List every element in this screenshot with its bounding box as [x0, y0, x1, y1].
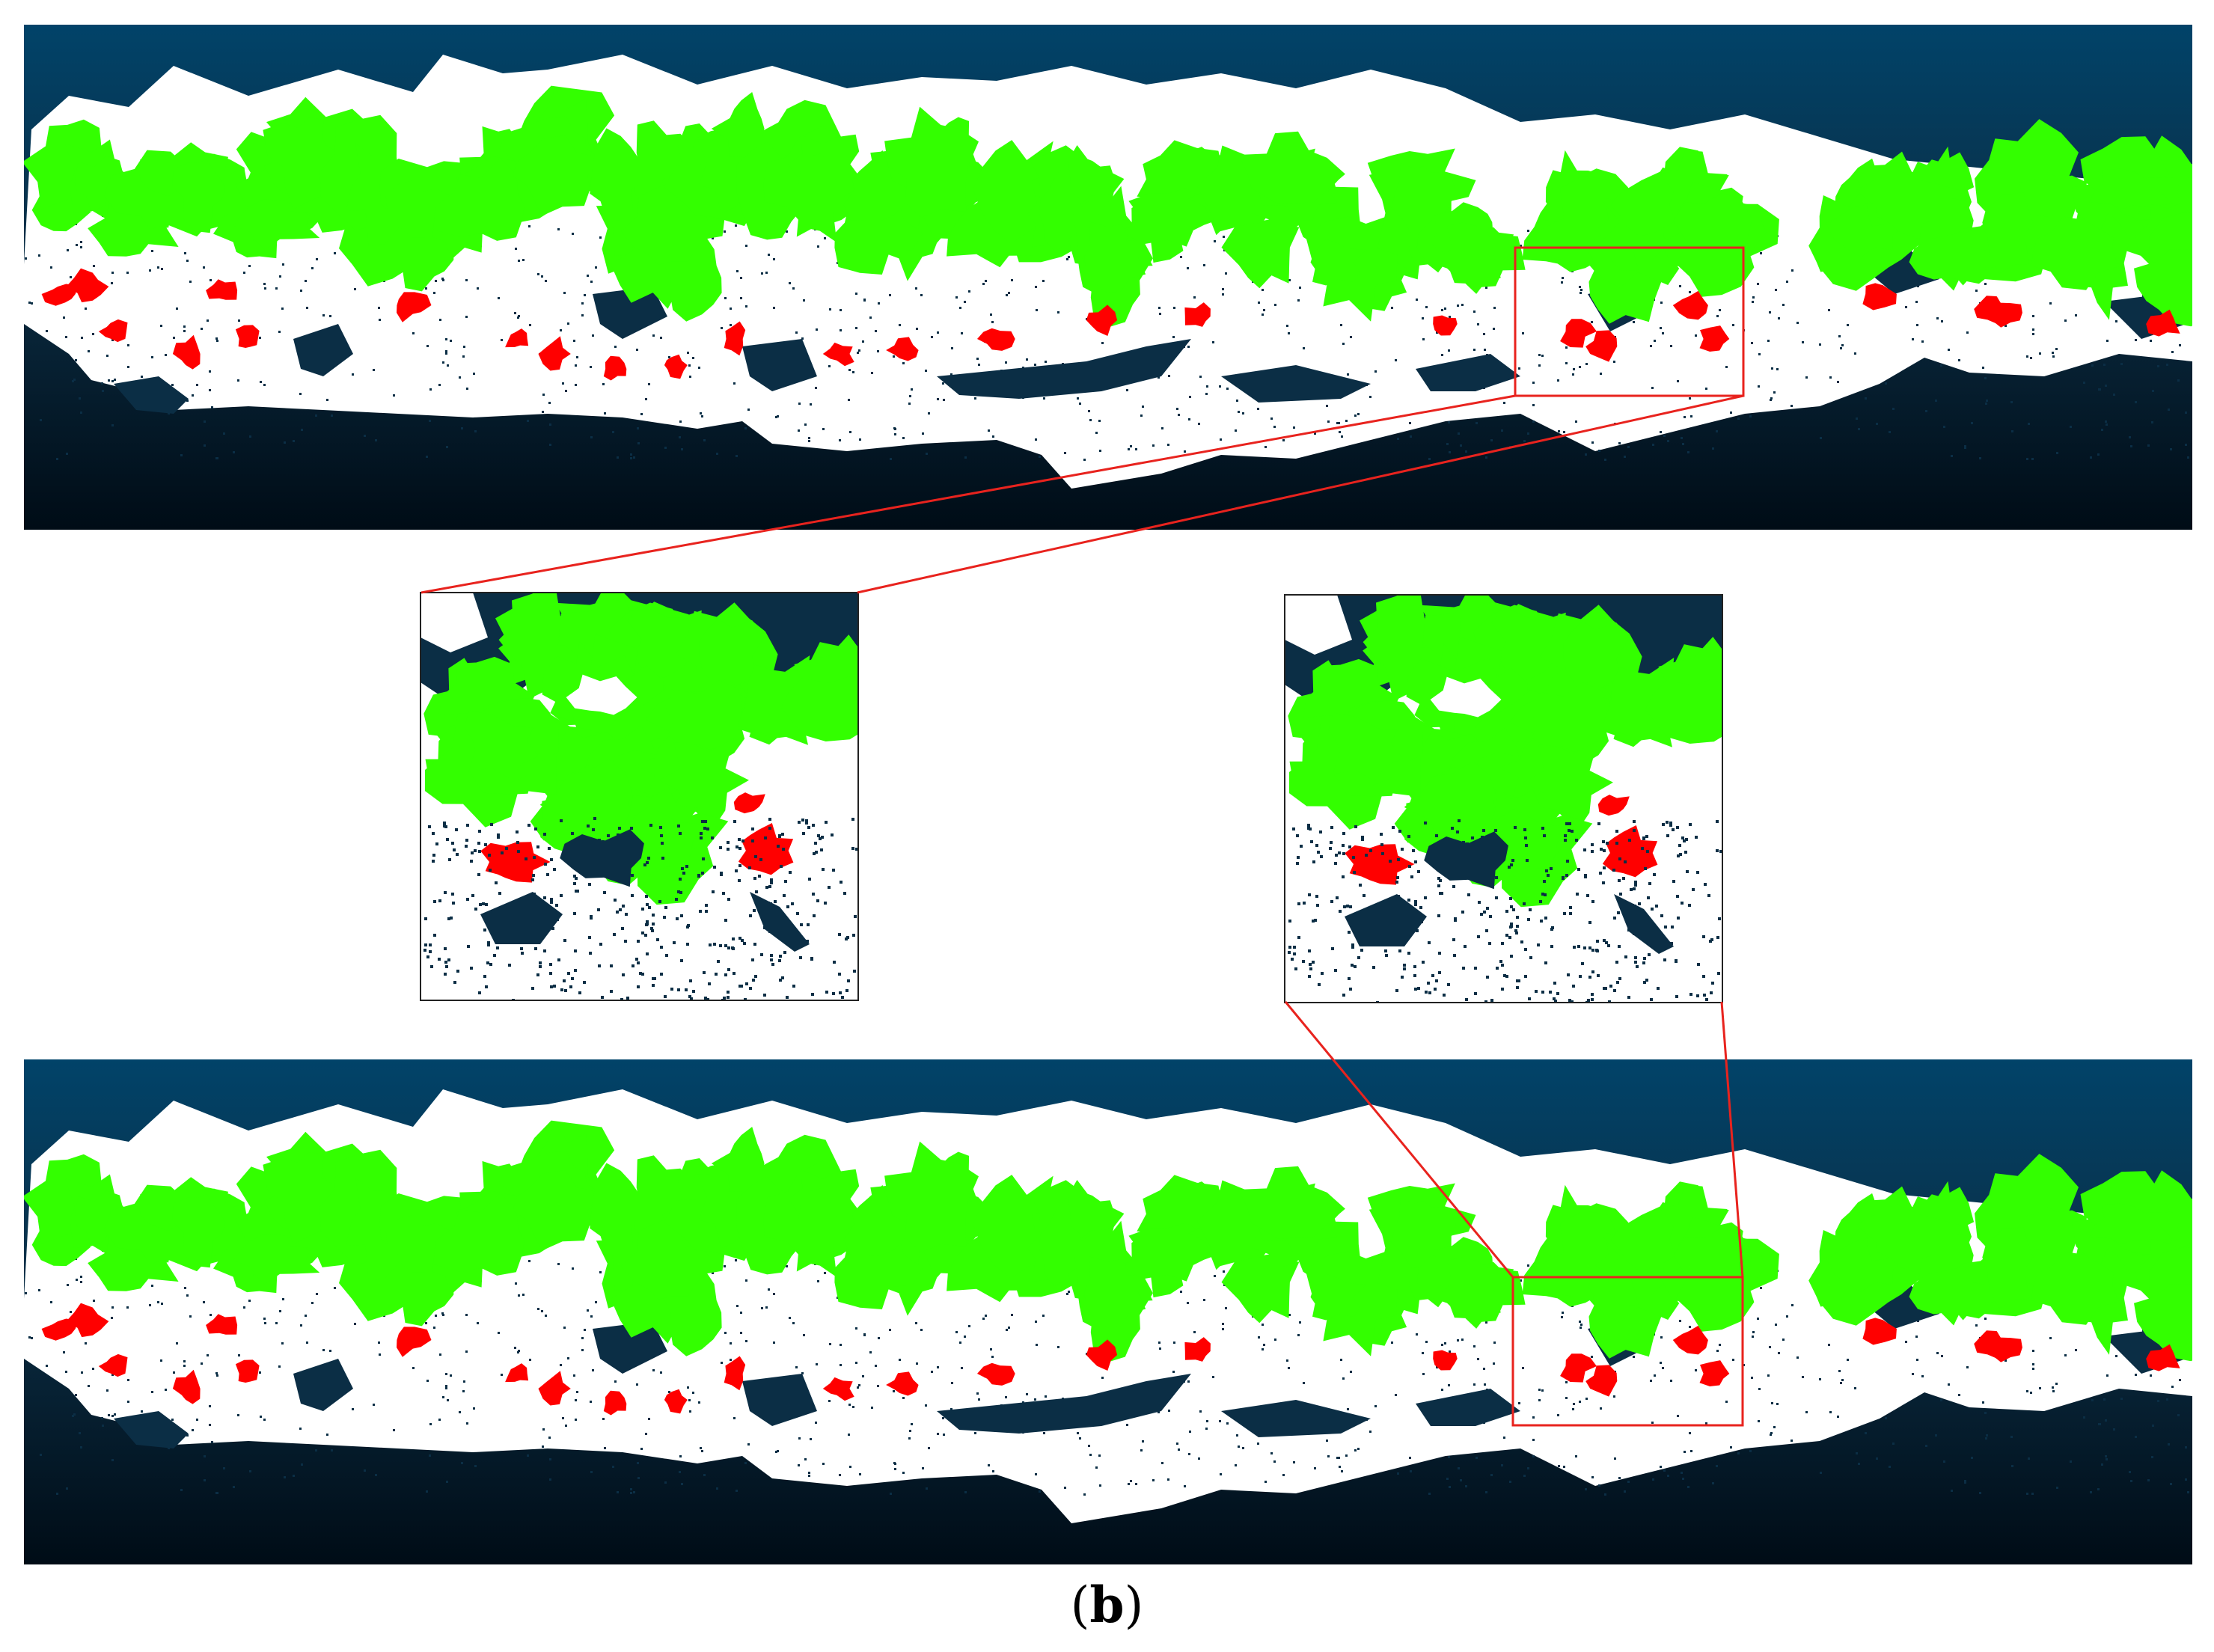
connector-line-top-right — [857, 394, 1744, 594]
bottom-point-cloud — [24, 1089, 2192, 1523]
connector-line-bottom-right — [1720, 1001, 1744, 1278]
top-highlight-box — [1514, 246, 1745, 397]
right-zoom-point-cloud — [1285, 595, 1722, 1003]
caption-letter: b — [1089, 1576, 1125, 1634]
caption-close-paren: ) — [1124, 1576, 1144, 1634]
right-zoom-inset — [1284, 594, 1723, 1003]
top-point-cloud — [24, 55, 2192, 489]
caption-open-paren: ( — [1070, 1576, 1090, 1634]
left-zoom-point-cloud — [421, 593, 858, 1000]
highlight-annotations — [421, 246, 1745, 1427]
top-scan-panel — [24, 25, 2192, 530]
connector-line-bottom-left — [1284, 1001, 1514, 1278]
bottom-scan-panel — [24, 1059, 2192, 1564]
figure-caption: (b) — [0, 1575, 2214, 1636]
bottom-highlight-box — [1511, 1276, 1744, 1427]
connector-line-top-left — [421, 394, 1516, 594]
left-zoom-inset — [420, 592, 859, 1001]
